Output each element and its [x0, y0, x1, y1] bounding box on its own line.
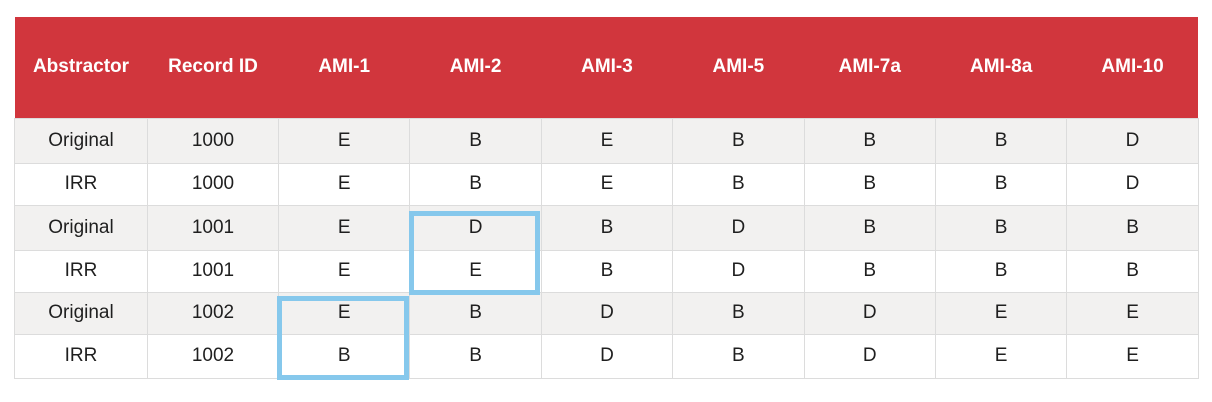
cell-record-id: 1002 — [147, 291, 279, 335]
table-row: Original 1001 E D B D B B B — [14, 204, 1199, 251]
header-record-id: Record ID — [147, 17, 279, 118]
cell-ami-5: D — [672, 249, 805, 293]
table-row: Original 1002 E B D B D E E — [14, 291, 1199, 335]
cell-ami-7a: B — [803, 117, 936, 164]
cell-ami-3: B — [540, 249, 674, 293]
cell-record-id: 1000 — [147, 162, 279, 206]
cell-ami-10: D — [1066, 162, 1199, 206]
cell-ami-2: B — [409, 333, 542, 379]
header-ami-1: AMI-1 — [278, 17, 410, 118]
cell-ami-7a: B — [803, 204, 936, 251]
cell-ami-1: E — [277, 117, 411, 164]
cell-ami-5: B — [672, 333, 805, 379]
cell-ami-10: B — [1066, 249, 1199, 293]
table-row: Original 1000 E B E B B B D — [14, 117, 1199, 164]
irr-comparison-table-container: Abstractor Record ID AMI-1 AMI-2 AMI-3 A… — [14, 17, 1199, 379]
cell-record-id: 1002 — [147, 333, 279, 379]
cell-record-id: 1001 — [147, 249, 279, 293]
cell-ami-10: D — [1066, 117, 1199, 164]
cell-ami-8a: B — [934, 249, 1068, 293]
cell-ami-1: E — [277, 291, 411, 335]
header-row: Abstractor Record ID AMI-1 AMI-2 AMI-3 A… — [14, 17, 1199, 118]
cell-ami-1: E — [277, 162, 411, 206]
cell-abstractor: IRR — [14, 333, 148, 379]
cell-abstractor: Original — [14, 117, 148, 164]
cell-ami-10: E — [1066, 291, 1199, 335]
header-ami-7a: AMI-7a — [804, 17, 936, 118]
cell-ami-2: B — [409, 162, 542, 206]
table-row: IRR 1001 E E B D B B B — [14, 249, 1199, 293]
cell-ami-1: E — [277, 249, 411, 293]
header-ami-8a: AMI-8a — [935, 17, 1067, 118]
cell-abstractor: Original — [14, 204, 148, 251]
cell-ami-7a: B — [803, 249, 936, 293]
table-row: IRR 1000 E B E B B B D — [14, 162, 1199, 206]
cell-abstractor: IRR — [14, 162, 148, 206]
cell-ami-2: D — [409, 204, 542, 251]
cell-ami-3: E — [540, 162, 674, 206]
cell-ami-10: E — [1066, 333, 1199, 379]
cell-record-id: 1001 — [147, 204, 279, 251]
cell-ami-5: B — [672, 117, 805, 164]
cell-ami-3: B — [540, 204, 674, 251]
header-ami-3: AMI-3 — [541, 17, 673, 118]
cell-ami-7a: D — [803, 333, 936, 379]
cell-ami-8a: B — [934, 117, 1068, 164]
cell-ami-8a: E — [934, 333, 1068, 379]
irr-comparison-table: Abstractor Record ID AMI-1 AMI-2 AMI-3 A… — [14, 17, 1199, 379]
cell-ami-1: B — [277, 333, 411, 379]
cell-ami-8a: B — [934, 162, 1068, 206]
header-ami-5: AMI-5 — [672, 17, 805, 118]
cell-ami-7a: B — [803, 162, 936, 206]
cell-ami-7a: D — [803, 291, 936, 335]
cell-ami-1: E — [277, 204, 411, 251]
cell-ami-2: E — [409, 249, 542, 293]
header-ami-10: AMI-10 — [1066, 17, 1199, 118]
cell-abstractor: Original — [14, 291, 148, 335]
cell-ami-5: B — [672, 162, 805, 206]
cell-record-id: 1000 — [147, 117, 279, 164]
cell-ami-5: B — [672, 291, 805, 335]
cell-ami-8a: E — [934, 291, 1068, 335]
cell-ami-10: B — [1066, 204, 1199, 251]
cell-ami-3: D — [540, 333, 674, 379]
header-ami-2: AMI-2 — [409, 17, 542, 118]
cell-abstractor: IRR — [14, 249, 148, 293]
cell-ami-3: E — [540, 117, 674, 164]
cell-ami-5: D — [672, 204, 805, 251]
table-row: IRR 1002 B B D B D E E — [14, 333, 1199, 379]
cell-ami-3: D — [540, 291, 674, 335]
cell-ami-2: B — [409, 291, 542, 335]
cell-ami-8a: B — [934, 204, 1068, 251]
header-abstractor: Abstractor — [14, 17, 148, 118]
cell-ami-2: B — [409, 117, 542, 164]
